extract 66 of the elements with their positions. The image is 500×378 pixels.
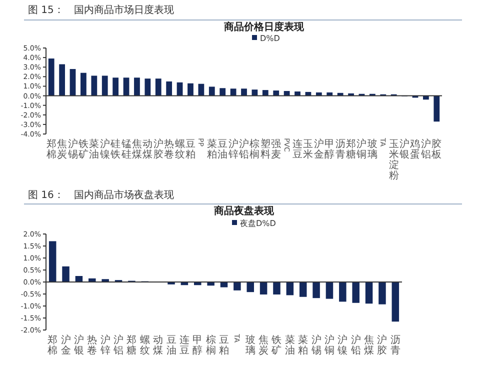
- x-tick-label: 棕榈: [206, 334, 216, 356]
- x-tick-label: 沥青: [335, 138, 346, 160]
- x-tick-label: 沪胶: [153, 138, 164, 160]
- x-tick-label: 棕榈: [250, 138, 260, 160]
- x-tick-label: 沪锌: [227, 138, 238, 160]
- x-tick-label: 沪镍: [336, 334, 348, 356]
- x-tick-label: 菜粕: [206, 138, 217, 160]
- x-tick-label: 郑糖: [126, 334, 137, 356]
- legend-label: 夜盘D%D: [240, 219, 276, 228]
- x-tick-label: 沪锡: [310, 334, 322, 356]
- x-tick-label: 焦煤: [364, 334, 374, 356]
- x-tick-label: 焦炭: [258, 334, 269, 356]
- x-tick-label: 沪银: [72, 334, 84, 356]
- x-tick-label: 沪铜: [323, 334, 334, 356]
- chart-subtitle: 图 16： 国内商品市场夜盘表现: [28, 189, 174, 201]
- x-tick-label: 塑料: [260, 138, 270, 160]
- x-tick-label: 焦炭: [57, 138, 68, 160]
- x-tick-label: 锰硅: [120, 139, 132, 160]
- x-tick-label: 沥青: [390, 334, 400, 356]
- x-tick-label: 甲醇: [192, 335, 203, 356]
- x-tick-label: 玉米淀粉: [388, 139, 399, 182]
- x-tick-label: 焦煤: [132, 138, 142, 160]
- x-tick-label: 沪锡: [66, 138, 78, 160]
- x-tick-label: 鸡蛋: [409, 139, 420, 160]
- x-tick-label: 郑糖: [346, 138, 356, 160]
- x-tick-label: 豆油: [166, 335, 176, 356]
- x-tick-label: 硅铁: [110, 138, 121, 160]
- x-tick-label: 热卷: [87, 335, 98, 356]
- x-tick-label: 沪金: [314, 138, 324, 160]
- x-tick-label: 连豆: [179, 334, 190, 356]
- x-tick-label: 甲醇: [324, 139, 335, 160]
- x-tick-label: 动煤: [142, 139, 153, 160]
- x-tick-label: 沪锌: [99, 334, 110, 356]
- x-tick-label: 铁矿: [77, 138, 88, 160]
- chart-title: 商品价格日度表现: [223, 21, 305, 33]
- x-tick-label: 螺纹: [174, 138, 185, 160]
- x-tick-label: 沪胶: [377, 334, 388, 356]
- x-tick-label: 螺纹: [140, 334, 150, 356]
- x-tick-label: 豆粕: [219, 335, 229, 356]
- x-tick-label: 沪铅: [350, 334, 361, 356]
- chart-title: 商品夜盘表现: [213, 205, 275, 217]
- legend-label: D%D: [260, 34, 280, 43]
- x-tick-label: 豆粕: [185, 139, 196, 160]
- x-tick-label: 沪铅: [238, 138, 249, 160]
- x-tick-label: 玻璃: [245, 334, 256, 356]
- x-tick-label: 豆油: [218, 139, 228, 160]
- x-tick-label: 玻璃: [367, 138, 378, 160]
- x-tick-label: 连豆: [292, 138, 303, 160]
- x-tick-label: 沪金: [60, 334, 71, 356]
- x-tick-label: 动煤: [153, 335, 164, 356]
- x-tick-label: 铁矿: [270, 334, 282, 356]
- x-tick-label: 郑棉: [48, 334, 58, 356]
- x-tick-label: 菜油: [284, 334, 295, 356]
- x-tick-label: 玉米: [303, 139, 314, 160]
- x-tick-label: 菜粕: [298, 334, 308, 356]
- x-tick-label: 强麦: [271, 139, 282, 160]
- x-tick-label: 热卷: [164, 139, 174, 160]
- x-tick-label: 沪铝: [112, 334, 124, 356]
- x-tick-label: 郑棉: [46, 138, 56, 160]
- chart-subtitle: 图 15： 国内商品市场日度表现: [28, 4, 174, 16]
- x-tick-label: 沪铝: [420, 138, 431, 160]
- x-tick-label: 菜油: [89, 138, 100, 160]
- x-tick-label: 沪镍: [98, 138, 110, 160]
- x-tick-label: 沪铜: [356, 138, 367, 160]
- x-tick-label: 胶板: [430, 138, 442, 160]
- x-tick-label: 沪银: [398, 138, 410, 160]
